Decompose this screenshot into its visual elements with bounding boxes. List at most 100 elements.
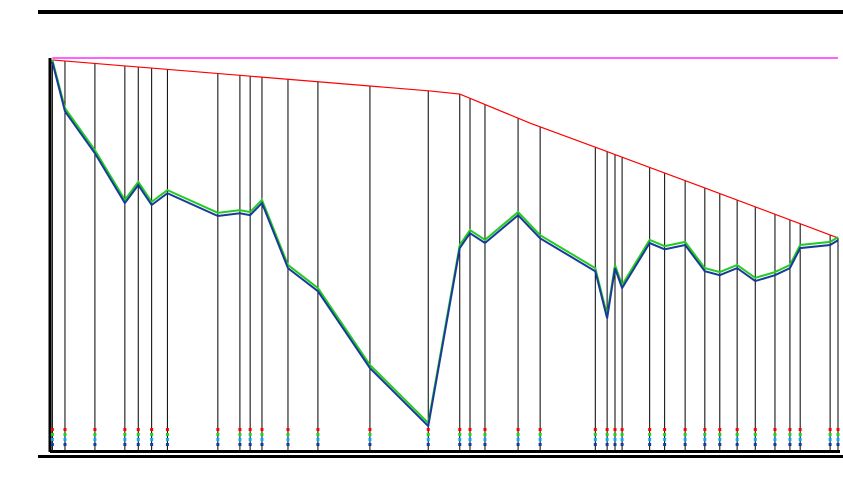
node-marker: [286, 438, 290, 441]
footer-bar: [38, 455, 843, 458]
node-marker: [368, 428, 372, 431]
node-marker: [458, 428, 462, 431]
node-marker: [286, 428, 290, 431]
node-marker: [238, 428, 242, 431]
node-marker: [836, 433, 840, 436]
node-marker: [836, 428, 840, 431]
node-marker: [773, 438, 777, 441]
node-marker: [605, 438, 609, 441]
node-marker: [93, 438, 97, 441]
node-marker: [593, 428, 597, 431]
node-marker: [735, 433, 739, 436]
node-marker: [648, 443, 652, 446]
node-marker: [260, 438, 264, 441]
node-marker: [683, 433, 687, 436]
baseline: [50, 450, 840, 453]
node-marker: [468, 443, 472, 446]
node-marker: [483, 438, 487, 441]
node-marker: [483, 443, 487, 446]
node-marker: [538, 438, 542, 441]
node-marker: [753, 428, 757, 431]
node-marker: [613, 438, 617, 441]
node-marker: [123, 438, 127, 441]
node-marker: [828, 433, 832, 436]
node-marker: [718, 433, 722, 436]
node-marker: [426, 438, 430, 441]
node-marker: [248, 428, 252, 431]
node-marker: [165, 443, 169, 446]
node-marker: [50, 438, 54, 441]
node-marker: [136, 433, 140, 436]
node-marker: [718, 428, 722, 431]
node-marker: [248, 438, 252, 441]
node-marker: [703, 443, 707, 446]
node-marker: [368, 438, 372, 441]
node-marker: [593, 443, 597, 446]
node-marker: [605, 428, 609, 431]
node-marker: [458, 433, 462, 436]
node-marker: [516, 428, 520, 431]
node-marker: [426, 428, 430, 431]
node-marker: [468, 428, 472, 431]
node-marker: [663, 438, 667, 441]
node-marker: [788, 433, 792, 436]
node-marker: [150, 433, 154, 436]
node-marker: [150, 428, 154, 431]
node-marker: [773, 443, 777, 446]
node-marker: [703, 433, 707, 436]
node-marker: [468, 438, 472, 441]
node-marker: [248, 443, 252, 446]
node-marker: [458, 443, 462, 446]
node-marker: [828, 438, 832, 441]
node-marker: [216, 433, 220, 436]
node-marker: [538, 443, 542, 446]
series-line: [52, 59, 839, 239]
node-marker: [50, 433, 54, 436]
node-marker: [165, 428, 169, 431]
node-marker: [368, 433, 372, 436]
node-marker: [286, 433, 290, 436]
node-marker: [538, 428, 542, 431]
node-marker: [483, 428, 487, 431]
node-marker: [620, 438, 624, 441]
node-marker: [150, 438, 154, 441]
node-marker: [620, 428, 624, 431]
node-marker: [123, 443, 127, 446]
node-marker: [735, 428, 739, 431]
node-marker: [753, 438, 757, 441]
node-marker: [613, 428, 617, 431]
node-marker: [703, 438, 707, 441]
node-marker: [316, 433, 320, 436]
node-marker: [663, 428, 667, 431]
node-marker: [150, 443, 154, 446]
node-marker: [123, 433, 127, 436]
node-marker: [165, 433, 169, 436]
node-marker: [123, 428, 127, 431]
node-marker: [216, 428, 220, 431]
node-marker: [316, 428, 320, 431]
node-marker: [613, 433, 617, 436]
node-marker: [593, 433, 597, 436]
node-marker: [93, 433, 97, 436]
node-marker: [828, 428, 832, 431]
node-marker: [828, 443, 832, 446]
node-marker: [483, 433, 487, 436]
node-marker: [648, 438, 652, 441]
node-marker: [50, 428, 54, 431]
node-marker: [260, 443, 264, 446]
node-marker: [788, 428, 792, 431]
node-marker: [735, 438, 739, 441]
node-marker: [458, 438, 462, 441]
node-marker: [516, 433, 520, 436]
node-marker: [683, 443, 687, 446]
node-marker: [238, 438, 242, 441]
node-marker: [63, 438, 67, 441]
node-marker: [798, 428, 802, 431]
node-marker: [605, 443, 609, 446]
node-marker: [248, 433, 252, 436]
node-marker: [63, 443, 67, 446]
node-marker: [50, 443, 54, 446]
node-marker: [538, 433, 542, 436]
